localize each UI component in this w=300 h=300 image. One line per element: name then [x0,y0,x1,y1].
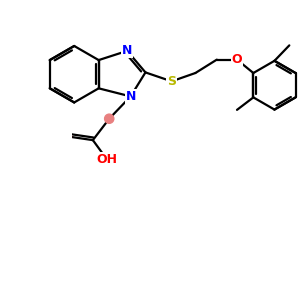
Text: OH: OH [96,153,117,166]
Text: O: O [232,53,242,66]
Circle shape [105,114,114,123]
Text: S: S [167,75,176,88]
Text: N: N [125,90,136,103]
Text: O: O [61,130,71,143]
Circle shape [61,131,71,142]
Text: N: N [122,44,132,57]
